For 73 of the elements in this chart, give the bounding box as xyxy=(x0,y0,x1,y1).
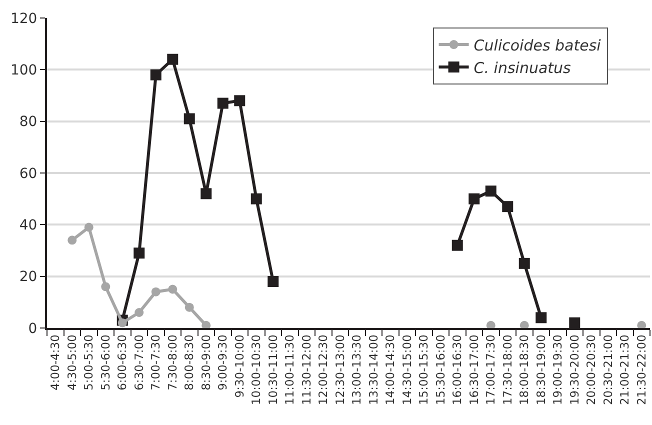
x-tick-label: 4:00-4:30 xyxy=(48,334,62,390)
x-tick-label: 20:30-21:00 xyxy=(600,334,615,406)
point xyxy=(452,240,463,251)
x-tick-label: 19:00-19:30 xyxy=(550,334,565,406)
point xyxy=(68,236,77,245)
x-tick-label: 13:00-13:30 xyxy=(350,334,364,406)
x-tick-label: 6:00-6:30 xyxy=(115,334,130,390)
point xyxy=(202,320,211,328)
point xyxy=(200,188,212,200)
x-tick-label: 14:00-14:30 xyxy=(383,334,398,406)
x-tick-label: 17:00-17:30 xyxy=(484,334,498,406)
point xyxy=(217,98,228,109)
x-tick-label: 6:30-7:00 xyxy=(132,334,146,390)
point xyxy=(184,302,194,312)
x-tick-label: 16:30-17:00 xyxy=(466,334,481,406)
y-tick-label: 80 xyxy=(19,114,38,130)
point xyxy=(167,54,178,65)
y-tick-label: 20 xyxy=(19,269,38,286)
x-tick-label: 8:30-9:00 xyxy=(198,334,213,390)
y-tick-label: 120 xyxy=(10,10,38,27)
x-tick-label: 19:30-20:00 xyxy=(567,334,582,406)
x-tick-label: 5:30-6:00 xyxy=(98,334,112,390)
x-tick-label: 9:30-10:00 xyxy=(232,334,246,398)
x-tick-label: 8:00-8:30 xyxy=(182,334,196,390)
point xyxy=(234,95,246,106)
x-tick-label: 15:00-15:30 xyxy=(416,334,431,406)
point xyxy=(569,317,580,328)
point xyxy=(468,193,480,204)
x-tick-label: 12:30-13:00 xyxy=(332,334,347,406)
y-tick-label: 100 xyxy=(10,62,38,79)
x-tick-label: 18:30-19:00 xyxy=(534,334,548,406)
point xyxy=(151,287,160,296)
x-tick-label: 12:00-12:30 xyxy=(316,334,330,406)
point xyxy=(168,284,178,294)
x-tick-label: 21:30-22:00 xyxy=(634,334,648,406)
x-tick-label: 17:30-18:00 xyxy=(500,334,514,406)
point xyxy=(250,193,262,204)
point xyxy=(268,276,279,287)
y-tick-label: 40 xyxy=(19,218,38,234)
point xyxy=(118,318,127,328)
point xyxy=(536,312,547,324)
point xyxy=(520,320,529,328)
x-tick-label: 7:30-8:00 xyxy=(165,334,180,390)
point xyxy=(637,320,646,328)
x-tick-label: 11:30-12:00 xyxy=(299,334,314,406)
point xyxy=(134,308,144,317)
point xyxy=(150,69,162,80)
point xyxy=(518,258,530,269)
x-tick-label: 18:00-18:30 xyxy=(517,334,532,406)
x-tick-label: 5:00-5:30 xyxy=(82,334,96,390)
x-tick-label: 4:30-5:00 xyxy=(64,334,79,390)
legend-label: C. insinuatus xyxy=(474,58,572,77)
x-tick-label: 7:00-7:30 xyxy=(148,334,163,390)
point xyxy=(502,201,514,212)
point xyxy=(184,113,195,124)
x-tick-label: 10:30-11:00 xyxy=(266,334,280,406)
y-tick-label: 0 xyxy=(28,320,38,337)
point xyxy=(84,222,94,232)
x-tick-label: 14:30-15:00 xyxy=(400,334,414,406)
y-tick-label: 60 xyxy=(19,166,38,182)
point xyxy=(486,320,496,328)
point xyxy=(485,186,496,197)
x-tick-label: 9:00-9:30 xyxy=(216,334,230,390)
x-tick-label: 10:00-10:30 xyxy=(249,334,264,406)
x-tick-label: 20:00-20:30 xyxy=(584,334,598,406)
x-tick-label: 21:00-21:30 xyxy=(618,334,632,406)
x-tick-label: 11:00-11:30 xyxy=(282,334,297,406)
point xyxy=(134,248,145,259)
point xyxy=(101,282,110,292)
x-tick-label: 13:30-14:00 xyxy=(366,334,380,406)
legend-label: Culicoides batesi xyxy=(474,36,602,54)
x-tick-label: 16:00-16:30 xyxy=(450,334,464,406)
x-tick-label: 15:30-16:00 xyxy=(433,334,448,406)
